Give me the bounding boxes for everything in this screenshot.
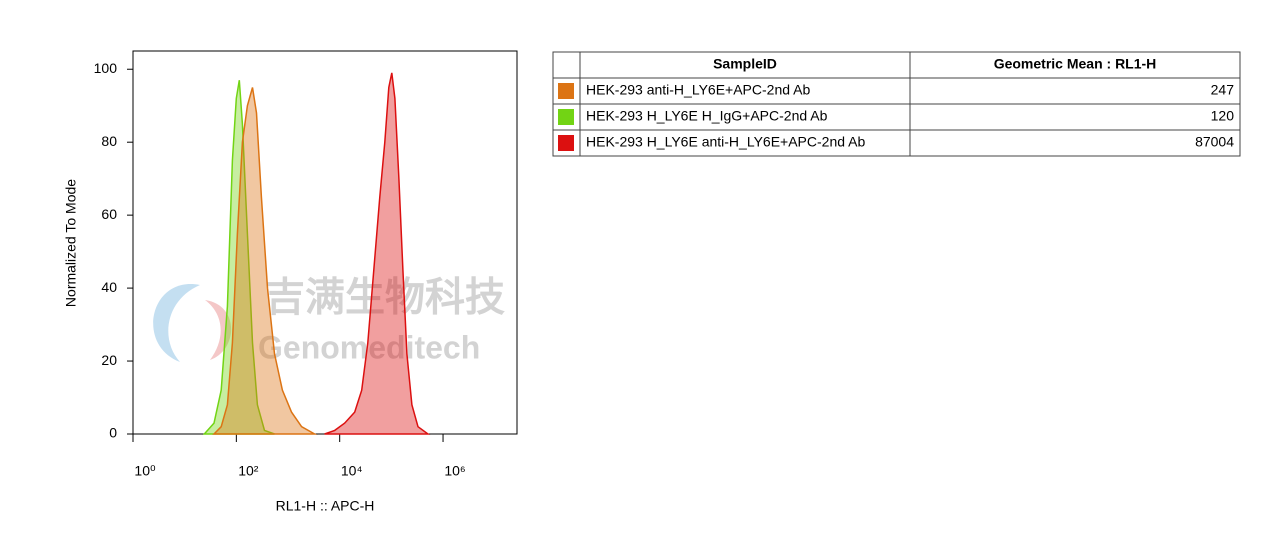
table-cell: 120 — [1211, 108, 1235, 124]
table-header: Geometric Mean : RL1-H — [994, 56, 1157, 72]
histogram-area — [202, 80, 275, 435]
y-tick-label: 0 — [109, 425, 117, 441]
table-cell: 87004 — [1195, 134, 1234, 150]
y-tick-label: 40 — [101, 279, 117, 295]
x-axis-label: RL1-H :: APC-H — [276, 498, 375, 514]
histogram-area — [324, 72, 431, 435]
y-tick-label: 20 — [101, 352, 117, 368]
y-axis-label: Normalized To Mode — [63, 179, 79, 307]
y-tick-label: 60 — [101, 206, 117, 222]
y-tick-label: 100 — [94, 60, 118, 76]
color-swatch — [558, 109, 574, 125]
table-cell: HEK-293 H_LY6E anti-H_LY6E+APC-2nd Ab — [586, 134, 865, 150]
table-cell: HEK-293 H_LY6E H_IgG+APC-2nd Ab — [586, 108, 828, 124]
table-cell: 247 — [1211, 82, 1235, 98]
watermark-logo — [153, 284, 232, 362]
table: SampleID Geometric Mean : RL1-H HEK-293 an… — [552, 51, 1241, 157]
x-tick-label: 10² — [238, 463, 259, 479]
table-cell: HEK-293 anti-H_LY6E+APC-2nd Ab — [586, 82, 810, 98]
plot-frame — [132, 50, 518, 435]
color-swatch — [558, 83, 574, 99]
table-header: SampleID — [713, 56, 777, 72]
histogram-area — [212, 87, 318, 435]
x-tick-label: 10⁰ — [134, 463, 156, 479]
watermark-cn: 吉满生物科技 — [265, 276, 505, 320]
x-tick-label: 10⁴ — [341, 463, 363, 479]
x-tick-label: 10⁶ — [444, 463, 465, 479]
color-swatch — [558, 135, 574, 151]
y-tick-label: 80 — [101, 133, 117, 149]
